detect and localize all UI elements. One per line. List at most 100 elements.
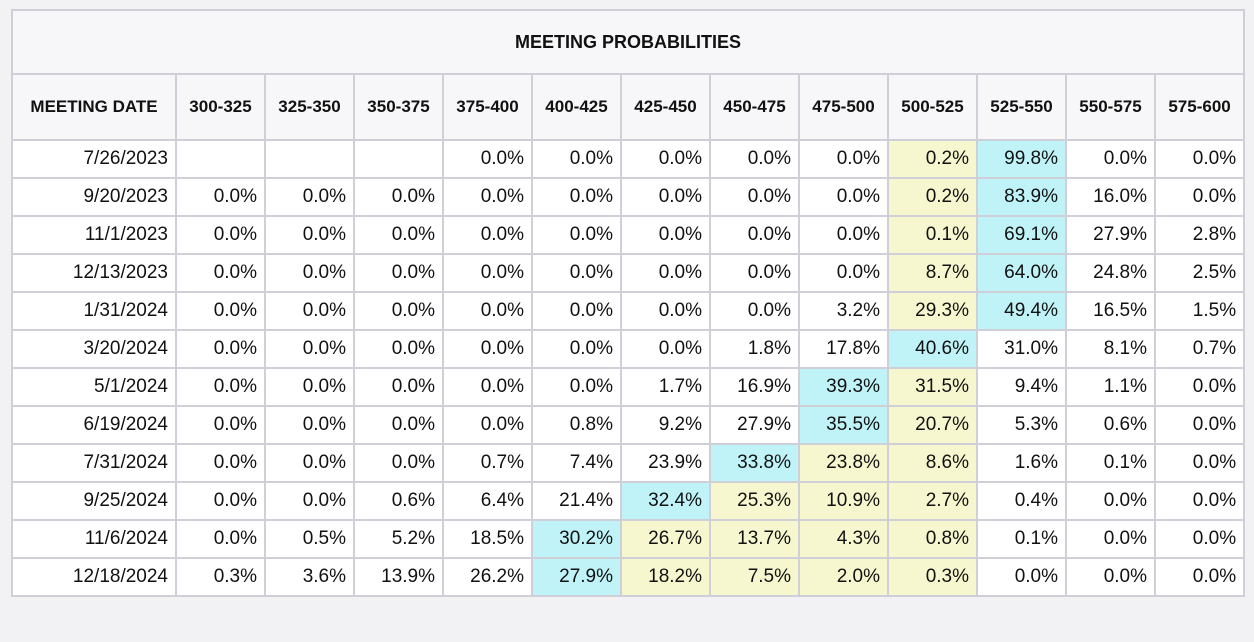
probability-cell: 0.4%: [976, 481, 1067, 521]
column-header: 575-600: [1153, 73, 1246, 141]
probability-cell: 0.5%: [264, 519, 355, 559]
probability-cell: 0.0%: [798, 139, 889, 179]
probability-cell: 0.0%: [976, 557, 1067, 597]
probability-cell: 0.0%: [798, 253, 889, 293]
probability-cell: 0.1%: [1065, 443, 1156, 483]
probability-cell: 32.4%: [620, 481, 711, 521]
probability-cell: 0.0%: [1153, 481, 1246, 521]
probability-cell: 0.0%: [531, 367, 622, 407]
probability-cell: 1.1%: [1065, 367, 1156, 407]
probability-cell: 9.4%: [976, 367, 1067, 407]
title-row: MEETING PROBABILITIES: [10, 9, 1246, 75]
probability-cell: 16.0%: [1065, 177, 1156, 217]
probability-cell: 0.0%: [1065, 557, 1156, 597]
probability-cell: [264, 139, 355, 179]
probability-cell: 0.0%: [175, 443, 266, 483]
probability-cell: 83.9%: [976, 177, 1067, 217]
meeting-date: 7/31/2024: [11, 443, 177, 483]
probability-cell: 0.3%: [887, 557, 978, 597]
probability-cell: 2.5%: [1153, 253, 1246, 293]
column-header: 450-475: [709, 73, 800, 141]
probability-cell: 0.0%: [442, 405, 533, 445]
probability-cell: 1.5%: [1153, 291, 1246, 331]
probability-cell: 0.6%: [353, 481, 444, 521]
column-header: 300-325: [175, 73, 266, 141]
probability-cell: 0.7%: [442, 443, 533, 483]
probability-cell: 31.0%: [976, 329, 1067, 369]
probability-cell: 0.0%: [531, 253, 622, 293]
probability-cell: 0.0%: [620, 139, 711, 179]
data-row: 9/25/2024 0.0% 0.0% 0.6% 6.4% 21.4% 32.4% 25.3%…: [11, 481, 1246, 521]
column-header: 325-350: [264, 73, 355, 141]
probability-cell: 0.0%: [798, 177, 889, 217]
probability-cell: 0.3%: [175, 557, 266, 597]
probability-cell: 0.0%: [620, 215, 711, 255]
probability-cell: 35.5%: [798, 405, 889, 445]
probability-cell: 25.3%: [709, 481, 800, 521]
probability-cell: 0.0%: [264, 177, 355, 217]
probability-cell: 8.1%: [1065, 329, 1156, 369]
probability-cell: 0.0%: [175, 367, 266, 407]
probability-cell: 0.0%: [175, 519, 266, 559]
meeting-date: 6/19/2024: [11, 405, 177, 445]
probability-cell: 49.4%: [976, 291, 1067, 331]
probability-cell: 2.0%: [798, 557, 889, 597]
probability-table: MEETING PROBABILITIES MEETING DATE 300-32…: [10, 9, 1246, 597]
probability-cell: 1.6%: [976, 443, 1067, 483]
probability-cell: 0.0%: [1065, 481, 1156, 521]
probability-cell: 0.0%: [620, 177, 711, 217]
probability-cell: 0.0%: [353, 215, 444, 255]
data-row: 11/1/2023 0.0% 0.0% 0.0% 0.0% 0.0% 0.0% 0.0% 0.0…: [11, 215, 1246, 255]
probability-cell: 13.9%: [353, 557, 444, 597]
probability-cell: 0.0%: [442, 139, 533, 179]
probability-cell: 17.8%: [798, 329, 889, 369]
probability-cell: 64.0%: [976, 253, 1067, 293]
probability-cell: 3.2%: [798, 291, 889, 331]
probability-cell: 0.0%: [175, 291, 266, 331]
probability-cell: 0.0%: [264, 329, 355, 369]
probability-cell: 20.7%: [887, 405, 978, 445]
probability-cell: 7.5%: [709, 557, 800, 597]
probability-cell: 27.9%: [709, 405, 800, 445]
probability-cell: 0.0%: [1153, 557, 1246, 597]
probability-cell: 0.2%: [887, 177, 978, 217]
probability-cell: 0.0%: [1153, 405, 1246, 445]
probability-cell: 0.0%: [531, 291, 622, 331]
probability-cell: 0.0%: [264, 215, 355, 255]
probability-cell: 0.1%: [976, 519, 1067, 559]
probability-cell: 0.0%: [620, 291, 711, 331]
probability-cell: 0.0%: [798, 215, 889, 255]
probability-cell: 30.2%: [531, 519, 622, 559]
probability-cell: 0.0%: [531, 215, 622, 255]
probability-cell: 27.9%: [531, 557, 622, 597]
probability-cell: 0.0%: [1153, 139, 1246, 179]
probability-cell: 10.9%: [798, 481, 889, 521]
probability-cell: 1.8%: [709, 329, 800, 369]
probability-cell: 0.0%: [353, 405, 444, 445]
probability-cell: 0.0%: [353, 443, 444, 483]
probability-cell: 0.0%: [709, 139, 800, 179]
meeting-date: 1/31/2024: [11, 291, 177, 331]
data-row: 9/20/2023 0.0% 0.0% 0.0% 0.0% 0.0% 0.0% 0.0% 0.0…: [11, 177, 1246, 217]
probability-cell: 7.4%: [531, 443, 622, 483]
probability-cell: 0.0%: [1065, 519, 1156, 559]
meeting-date: 9/25/2024: [11, 481, 177, 521]
column-header: 500-525: [887, 73, 978, 141]
probability-cell: 0.0%: [531, 139, 622, 179]
probability-cell: 21.4%: [531, 481, 622, 521]
data-row: 7/31/2024 0.0% 0.0% 0.0% 0.7% 7.4% 23.9% 33.8% 2…: [11, 443, 1246, 483]
probability-cell: 16.9%: [709, 367, 800, 407]
probability-cell: 0.0%: [531, 329, 622, 369]
data-row: 7/26/2023 0.0% 0.0% 0.0% 0.0% 0.0% 0.2% 99.8% 0.…: [11, 139, 1246, 179]
probability-cell: 9.2%: [620, 405, 711, 445]
column-header: 475-500: [798, 73, 889, 141]
probability-cell: 18.2%: [620, 557, 711, 597]
probability-cell: 3.6%: [264, 557, 355, 597]
probability-cell: 0.0%: [442, 215, 533, 255]
column-header: 525-550: [976, 73, 1067, 141]
probability-cell: 0.0%: [442, 177, 533, 217]
probability-cell: 16.5%: [1065, 291, 1156, 331]
probability-cell: 0.0%: [175, 329, 266, 369]
probability-cell: 0.0%: [442, 291, 533, 331]
